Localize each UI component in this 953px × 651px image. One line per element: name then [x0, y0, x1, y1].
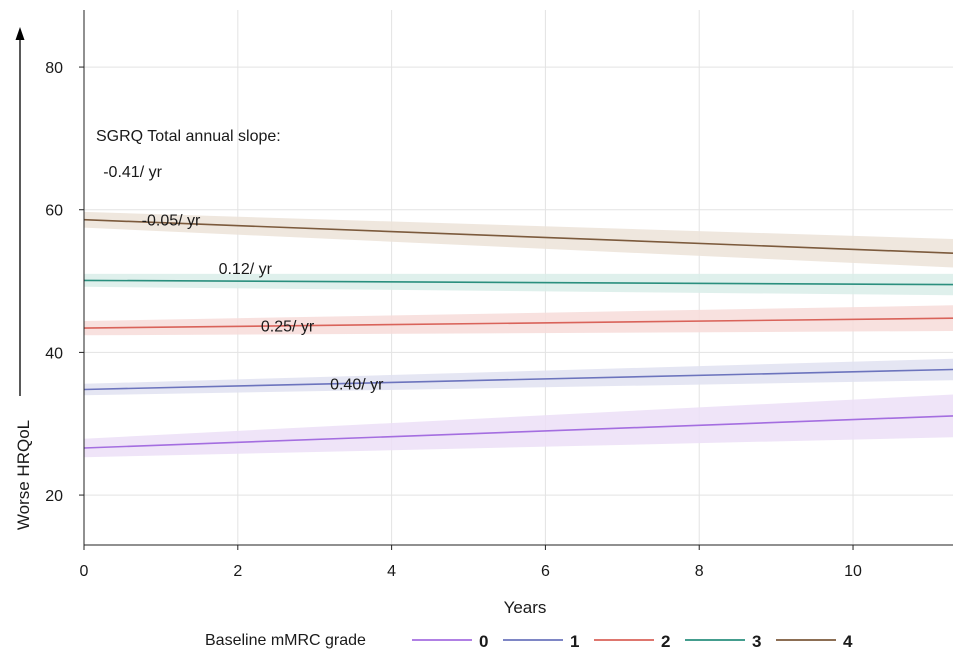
- ci-band-grade-4: [84, 211, 953, 268]
- legend-label-grade-4: 4: [843, 632, 853, 651]
- y-axis-title: Worse HRQoL: [14, 420, 33, 530]
- series-line-grade-1: [83, 368, 953, 391]
- y-axis-arrow-head: [15, 27, 25, 40]
- ci-band-grade-3: [84, 273, 953, 296]
- ci-band-grade-0: [84, 394, 953, 458]
- x-tick-label: 0: [80, 563, 89, 580]
- x-tick-label: 10: [844, 563, 862, 580]
- series-line-grade-0: [83, 415, 953, 449]
- legend: Baseline mMRC grade 0 1 2 3 4: [205, 632, 853, 651]
- series-line-grade-4: [83, 218, 953, 254]
- legend-title: Baseline mMRC grade: [205, 632, 366, 649]
- legend-label-grade-2: 2: [661, 632, 670, 651]
- x-tick-label: 8: [695, 563, 704, 580]
- x-tick-label: 6: [541, 563, 550, 580]
- axes: 0 2 4 6 8 10 20 40 60 80: [45, 10, 953, 580]
- annotation-title: SGRQ Total annual slope:: [96, 128, 281, 145]
- slope-label-grade-3: -0.05/ yr: [142, 212, 201, 229]
- series-line-grade-3: [83, 279, 953, 286]
- legend-label-grade-3: 3: [752, 632, 761, 651]
- y-tick-label: 80: [45, 60, 63, 77]
- x-tick-label: 2: [233, 563, 242, 580]
- series-line-grade-2: [83, 317, 953, 329]
- ci-band-grade-2: [84, 305, 953, 336]
- slope-label-grade-2: 0.12/ yr: [219, 261, 273, 278]
- slope-annotations: 0.40/ yr 0.25/ yr 0.12/ yr -0.05/ yr -0.41/ …: [103, 164, 384, 394]
- legend-label-grade-0: 0: [479, 632, 488, 651]
- x-tick-label: 4: [387, 563, 396, 580]
- x-axis-title: Years: [504, 598, 547, 617]
- ci-band-grade-1: [84, 358, 953, 396]
- legend-label-grade-1: 1: [570, 632, 579, 651]
- series-lines: [83, 218, 953, 449]
- slope-label-grade-1: 0.25/ yr: [261, 319, 315, 336]
- y-tick-label: 40: [45, 345, 63, 362]
- confidence-bands: [84, 211, 953, 458]
- y-tick-label: 20: [45, 488, 63, 505]
- slope-label-grade-0: 0.40/ yr: [330, 376, 384, 393]
- slope-label-grade-4: -0.41/ yr: [103, 164, 162, 181]
- y-tick-label: 60: [45, 203, 63, 220]
